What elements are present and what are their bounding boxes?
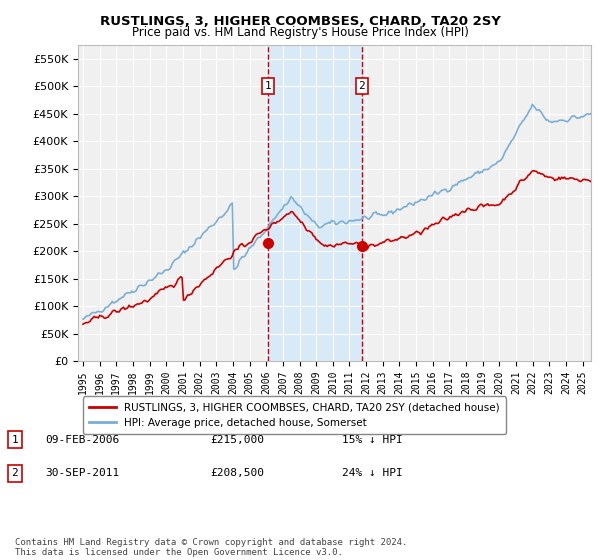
Text: Price paid vs. HM Land Registry's House Price Index (HPI): Price paid vs. HM Land Registry's House … bbox=[131, 26, 469, 39]
Text: 09-FEB-2006: 09-FEB-2006 bbox=[45, 435, 119, 445]
Text: 24% ↓ HPI: 24% ↓ HPI bbox=[342, 468, 403, 478]
Text: RUSTLINGS, 3, HIGHER COOMBSES, CHARD, TA20 2SY: RUSTLINGS, 3, HIGHER COOMBSES, CHARD, TA… bbox=[100, 15, 500, 27]
Text: Contains HM Land Registry data © Crown copyright and database right 2024.
This d: Contains HM Land Registry data © Crown c… bbox=[15, 538, 407, 557]
Text: £208,500: £208,500 bbox=[210, 468, 264, 478]
Text: 2: 2 bbox=[359, 81, 365, 91]
Bar bbox=[268, 45, 362, 361]
Legend: RUSTLINGS, 3, HIGHER COOMBSES, CHARD, TA20 2SY (detached house), HPI: Average pr: RUSTLINGS, 3, HIGHER COOMBSES, CHARD, TA… bbox=[83, 396, 506, 434]
Text: £215,000: £215,000 bbox=[210, 435, 264, 445]
Text: 30-SEP-2011: 30-SEP-2011 bbox=[45, 468, 119, 478]
Text: 15% ↓ HPI: 15% ↓ HPI bbox=[342, 435, 403, 445]
Text: 1: 1 bbox=[265, 81, 272, 91]
Text: 1: 1 bbox=[11, 435, 19, 445]
Text: 2: 2 bbox=[11, 468, 19, 478]
